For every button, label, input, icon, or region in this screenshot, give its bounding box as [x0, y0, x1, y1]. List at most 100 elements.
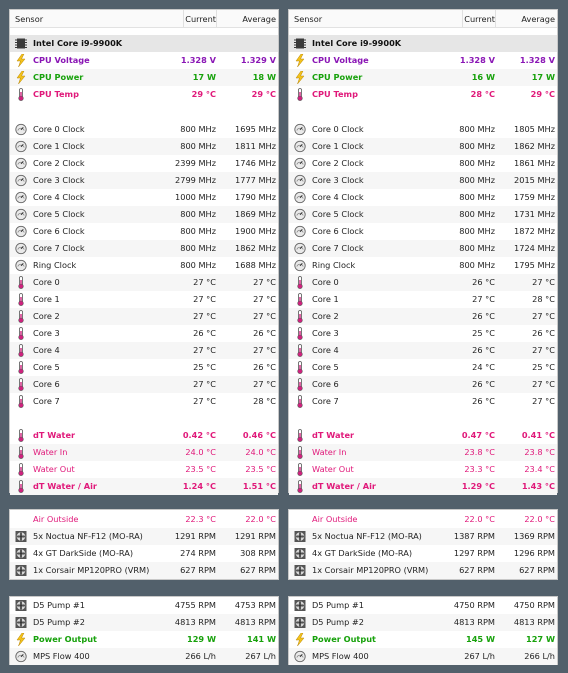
current-value: 23.3 °C [464, 464, 495, 474]
sensor-label: dT Water [312, 430, 355, 440]
current-value: 2399 MHz [175, 158, 216, 168]
sensor-row[interactable]: Core 1 27 °C 28 °C [289, 291, 557, 308]
sensor-row[interactable]: D5 Pump #1 4750 RPM 4750 RPM [289, 597, 557, 614]
average-value: 26 °C [253, 328, 276, 338]
sensor-row[interactable]: Core 0 27 °C 27 °C [10, 274, 278, 291]
sensor-row[interactable]: Water Out 23.3 °C 23.4 °C [289, 461, 557, 478]
sensor-row[interactable]: Power Output 129 W 141 W [10, 631, 278, 648]
sensor-row[interactable]: Water Out 23.5 °C 23.5 °C [10, 461, 278, 478]
sensor-label: D5 Pump #1 [33, 600, 85, 610]
gauge-icon [294, 174, 306, 187]
sensor-row[interactable]: dT Water / Air 1.24 °C 1.51 °C [10, 478, 278, 495]
sensor-row[interactable]: 4x GT DarkSide (MO-RA) 274 RPM 308 RPM [10, 545, 278, 562]
cpu-name-row[interactable]: Intel Core i9-9900K [10, 35, 278, 52]
sensor-label: MPS Flow 400 [33, 651, 90, 661]
sensor-row[interactable]: Air Outside 22.3 °C 22.0 °C [10, 511, 278, 528]
sensor-label: Intel Core i9-9900K [312, 38, 402, 48]
sensor-row[interactable]: CPU Power 16 W 17 W [289, 69, 557, 86]
sensor-row[interactable]: CPU Voltage 1.328 V 1.328 V [289, 52, 557, 69]
sensor-row[interactable]: Core 7 26 °C 27 °C [289, 393, 557, 410]
gauge-icon [294, 208, 306, 221]
sensor-row[interactable]: Water In 24.0 °C 24.0 °C [10, 444, 278, 461]
gauge-icon [15, 140, 27, 153]
current-value: 0.47 °C [461, 430, 495, 440]
gauge-icon [294, 650, 306, 663]
sensor-label: Core 7 Clock [312, 243, 364, 253]
sensor-label: dT Water / Air [312, 481, 376, 491]
sensor-row[interactable]: Air Outside 22.0 °C 22.0 °C [289, 511, 557, 528]
sensor-row[interactable]: CPU Temp 28 °C 29 °C [289, 86, 557, 103]
sensor-row[interactable]: dT Water / Air 1.29 °C 1.43 °C [289, 478, 557, 495]
sensor-row[interactable]: Core 6 Clock 800 MHz 1900 MHz [10, 223, 278, 240]
sensor-label: Core 7 [312, 396, 339, 406]
sensor-row[interactable]: Core 5 Clock 800 MHz 1731 MHz [289, 206, 557, 223]
sensor-row[interactable]: D5 Pump #1 4755 RPM 4753 RPM [10, 597, 278, 614]
sensor-row[interactable]: 1x Corsair MP120PRO (VRM) 627 RPM 627 RPM [10, 562, 278, 579]
sensor-row[interactable]: Core 6 27 °C 27 °C [10, 376, 278, 393]
sensor-row[interactable]: Core 1 27 °C 27 °C [10, 291, 278, 308]
average-value: 1695 MHz [235, 124, 276, 134]
sensor-row[interactable]: Core 2 Clock 800 MHz 1861 MHz [289, 155, 557, 172]
sensor-row[interactable]: Core 7 Clock 800 MHz 1862 MHz [10, 240, 278, 257]
sensor-label: Ring Clock [33, 260, 77, 270]
sensor-row[interactable]: 1x Corsair MP120PRO (VRM) 627 RPM 627 RPM [289, 562, 557, 579]
sensor-row[interactable]: Core 7 Clock 800 MHz 1724 MHz [289, 240, 557, 257]
sensor-row[interactable]: Core 3 Clock 800 MHz 2015 MHz [289, 172, 557, 189]
thermometer-icon [15, 293, 27, 306]
average-value: 29 °C [251, 89, 276, 99]
sensor-row[interactable]: Core 5 25 °C 26 °C [10, 359, 278, 376]
column-divider[interactable] [216, 10, 217, 27]
current-value: 800 MHz [180, 260, 216, 270]
sensor-row[interactable]: Core 3 25 °C 26 °C [289, 325, 557, 342]
sensor-row[interactable]: Ring Clock 800 MHz 1688 MHz [10, 257, 278, 274]
sensor-row[interactable]: Core 5 Clock 800 MHz 1869 MHz [10, 206, 278, 223]
average-value: 127 W [526, 634, 555, 644]
cpu-name-row[interactable]: Intel Core i9-9900K [289, 35, 557, 52]
column-divider[interactable] [462, 10, 463, 27]
thermometer-icon [294, 276, 306, 289]
cpu-chip-icon [294, 37, 306, 50]
sensor-label: D5 Pump #1 [312, 600, 364, 610]
sensor-row[interactable]: Core 0 26 °C 27 °C [289, 274, 557, 291]
sensor-row[interactable]: CPU Power 17 W 18 W [10, 69, 278, 86]
sensor-row[interactable]: 5x Noctua NF-F12 (MO-RA) 1291 RPM 1291 RPM [10, 528, 278, 545]
sensor-row[interactable]: Core 2 Clock 2399 MHz 1746 MHz [10, 155, 278, 172]
current-value: 1.24 °C [182, 481, 216, 491]
sensor-row[interactable]: dT Water 0.42 °C 0.46 °C [10, 427, 278, 444]
average-value: 17 W [531, 72, 555, 82]
sensor-row[interactable]: Core 2 27 °C 27 °C [10, 308, 278, 325]
thermometer-icon [15, 310, 27, 323]
sensor-row[interactable]: Core 4 Clock 1000 MHz 1790 MHz [10, 189, 278, 206]
sensor-row[interactable]: Core 2 26 °C 27 °C [289, 308, 557, 325]
sensor-row[interactable]: MPS Flow 400 266 L/h 267 L/h [10, 648, 278, 665]
sensor-row[interactable]: Core 4 27 °C 27 °C [10, 342, 278, 359]
sensor-row[interactable]: Core 7 27 °C 28 °C [10, 393, 278, 410]
sensor-row[interactable]: Ring Clock 800 MHz 1795 MHz [289, 257, 557, 274]
sensor-row[interactable]: D5 Pump #2 4813 RPM 4813 RPM [289, 614, 557, 631]
sensor-row[interactable]: Core 4 Clock 800 MHz 1759 MHz [289, 189, 557, 206]
sensor-row[interactable]: D5 Pump #2 4813 RPM 4813 RPM [10, 614, 278, 631]
sensor-row[interactable]: CPU Temp 29 °C 29 °C [10, 86, 278, 103]
sensor-row[interactable]: Core 4 26 °C 27 °C [289, 342, 557, 359]
sensor-row[interactable]: dT Water 0.47 °C 0.41 °C [289, 427, 557, 444]
sensor-row[interactable]: Core 5 24 °C 25 °C [289, 359, 557, 376]
sensor-row[interactable]: Core 3 26 °C 26 °C [10, 325, 278, 342]
sensor-row[interactable]: Core 0 Clock 800 MHz 1805 MHz [289, 121, 557, 138]
sensor-row[interactable]: Core 6 Clock 800 MHz 1872 MHz [289, 223, 557, 240]
sensor-row[interactable]: Core 6 26 °C 27 °C [289, 376, 557, 393]
sensor-row[interactable]: CPU Voltage 1.328 V 1.329 V [10, 52, 278, 69]
column-divider[interactable] [183, 10, 184, 27]
fan-sensor-table: Air Outside 22.3 °C 22.0 °C 5x Noctua NF-F1… [9, 509, 279, 580]
sensor-row[interactable]: Core 1 Clock 800 MHz 1862 MHz [289, 138, 557, 155]
sensor-row[interactable]: Power Output 145 W 127 W [289, 631, 557, 648]
lightning-bolt-icon [15, 54, 27, 67]
sensor-row[interactable]: MPS Flow 400 267 L/h 266 L/h [289, 648, 557, 665]
sensor-row[interactable]: Core 3 Clock 2799 MHz 1777 MHz [10, 172, 278, 189]
column-divider[interactable] [495, 10, 496, 27]
sensor-row[interactable]: Core 0 Clock 800 MHz 1695 MHz [10, 121, 278, 138]
sensor-row[interactable]: 5x Noctua NF-F12 (MO-RA) 1387 RPM 1369 RPM [289, 528, 557, 545]
sensor-row[interactable]: 4x GT DarkSide (MO-RA) 1297 RPM 1296 RPM [289, 545, 557, 562]
average-value: 22.0 °C [245, 514, 276, 524]
sensor-row[interactable]: Water In 23.8 °C 23.8 °C [289, 444, 557, 461]
sensor-row[interactable]: Core 1 Clock 800 MHz 1811 MHz [10, 138, 278, 155]
